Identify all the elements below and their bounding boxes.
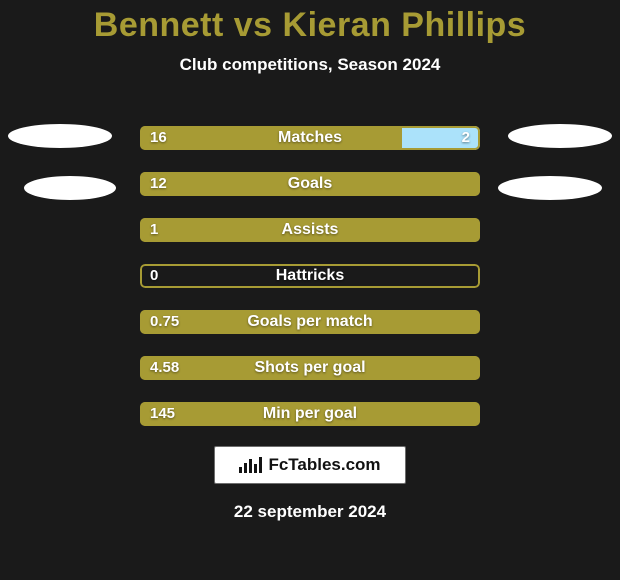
stat-label: Goals per match (140, 310, 480, 334)
avatar-oval (8, 124, 112, 148)
stat-label: Matches (140, 126, 480, 150)
stat-row: 12Goals (140, 172, 480, 196)
date-text: 22 september 2024 (0, 502, 620, 522)
stat-label: Assists (140, 218, 480, 242)
stat-row: 1Assists (140, 218, 480, 242)
comparison-infographic: Bennett vs Kieran Phillips Club competit… (0, 0, 620, 580)
subtitle: Club competitions, Season 2024 (0, 55, 620, 75)
stat-row: 162Matches (140, 126, 480, 150)
stat-label: Hattricks (140, 264, 480, 288)
brand-badge: FcTables.com (214, 446, 406, 484)
stat-row: 0Hattricks (140, 264, 480, 288)
stat-rows: 162Matches 12Goals 1Assists 0Hattricks 0.75G… (140, 126, 480, 448)
brand-text: FcTables.com (268, 455, 380, 475)
bars-icon (239, 457, 262, 473)
avatar-oval (508, 124, 612, 148)
stat-row: 0.75Goals per match (140, 310, 480, 334)
stat-label: Goals (140, 172, 480, 196)
stat-label: Shots per goal (140, 356, 480, 380)
page-title: Bennett vs Kieran Phillips (0, 0, 620, 45)
stat-row: 4.58Shots per goal (140, 356, 480, 380)
avatar-oval (24, 176, 116, 200)
stat-label: Min per goal (140, 402, 480, 426)
avatar-oval (498, 176, 602, 200)
stat-row: 145Min per goal (140, 402, 480, 426)
